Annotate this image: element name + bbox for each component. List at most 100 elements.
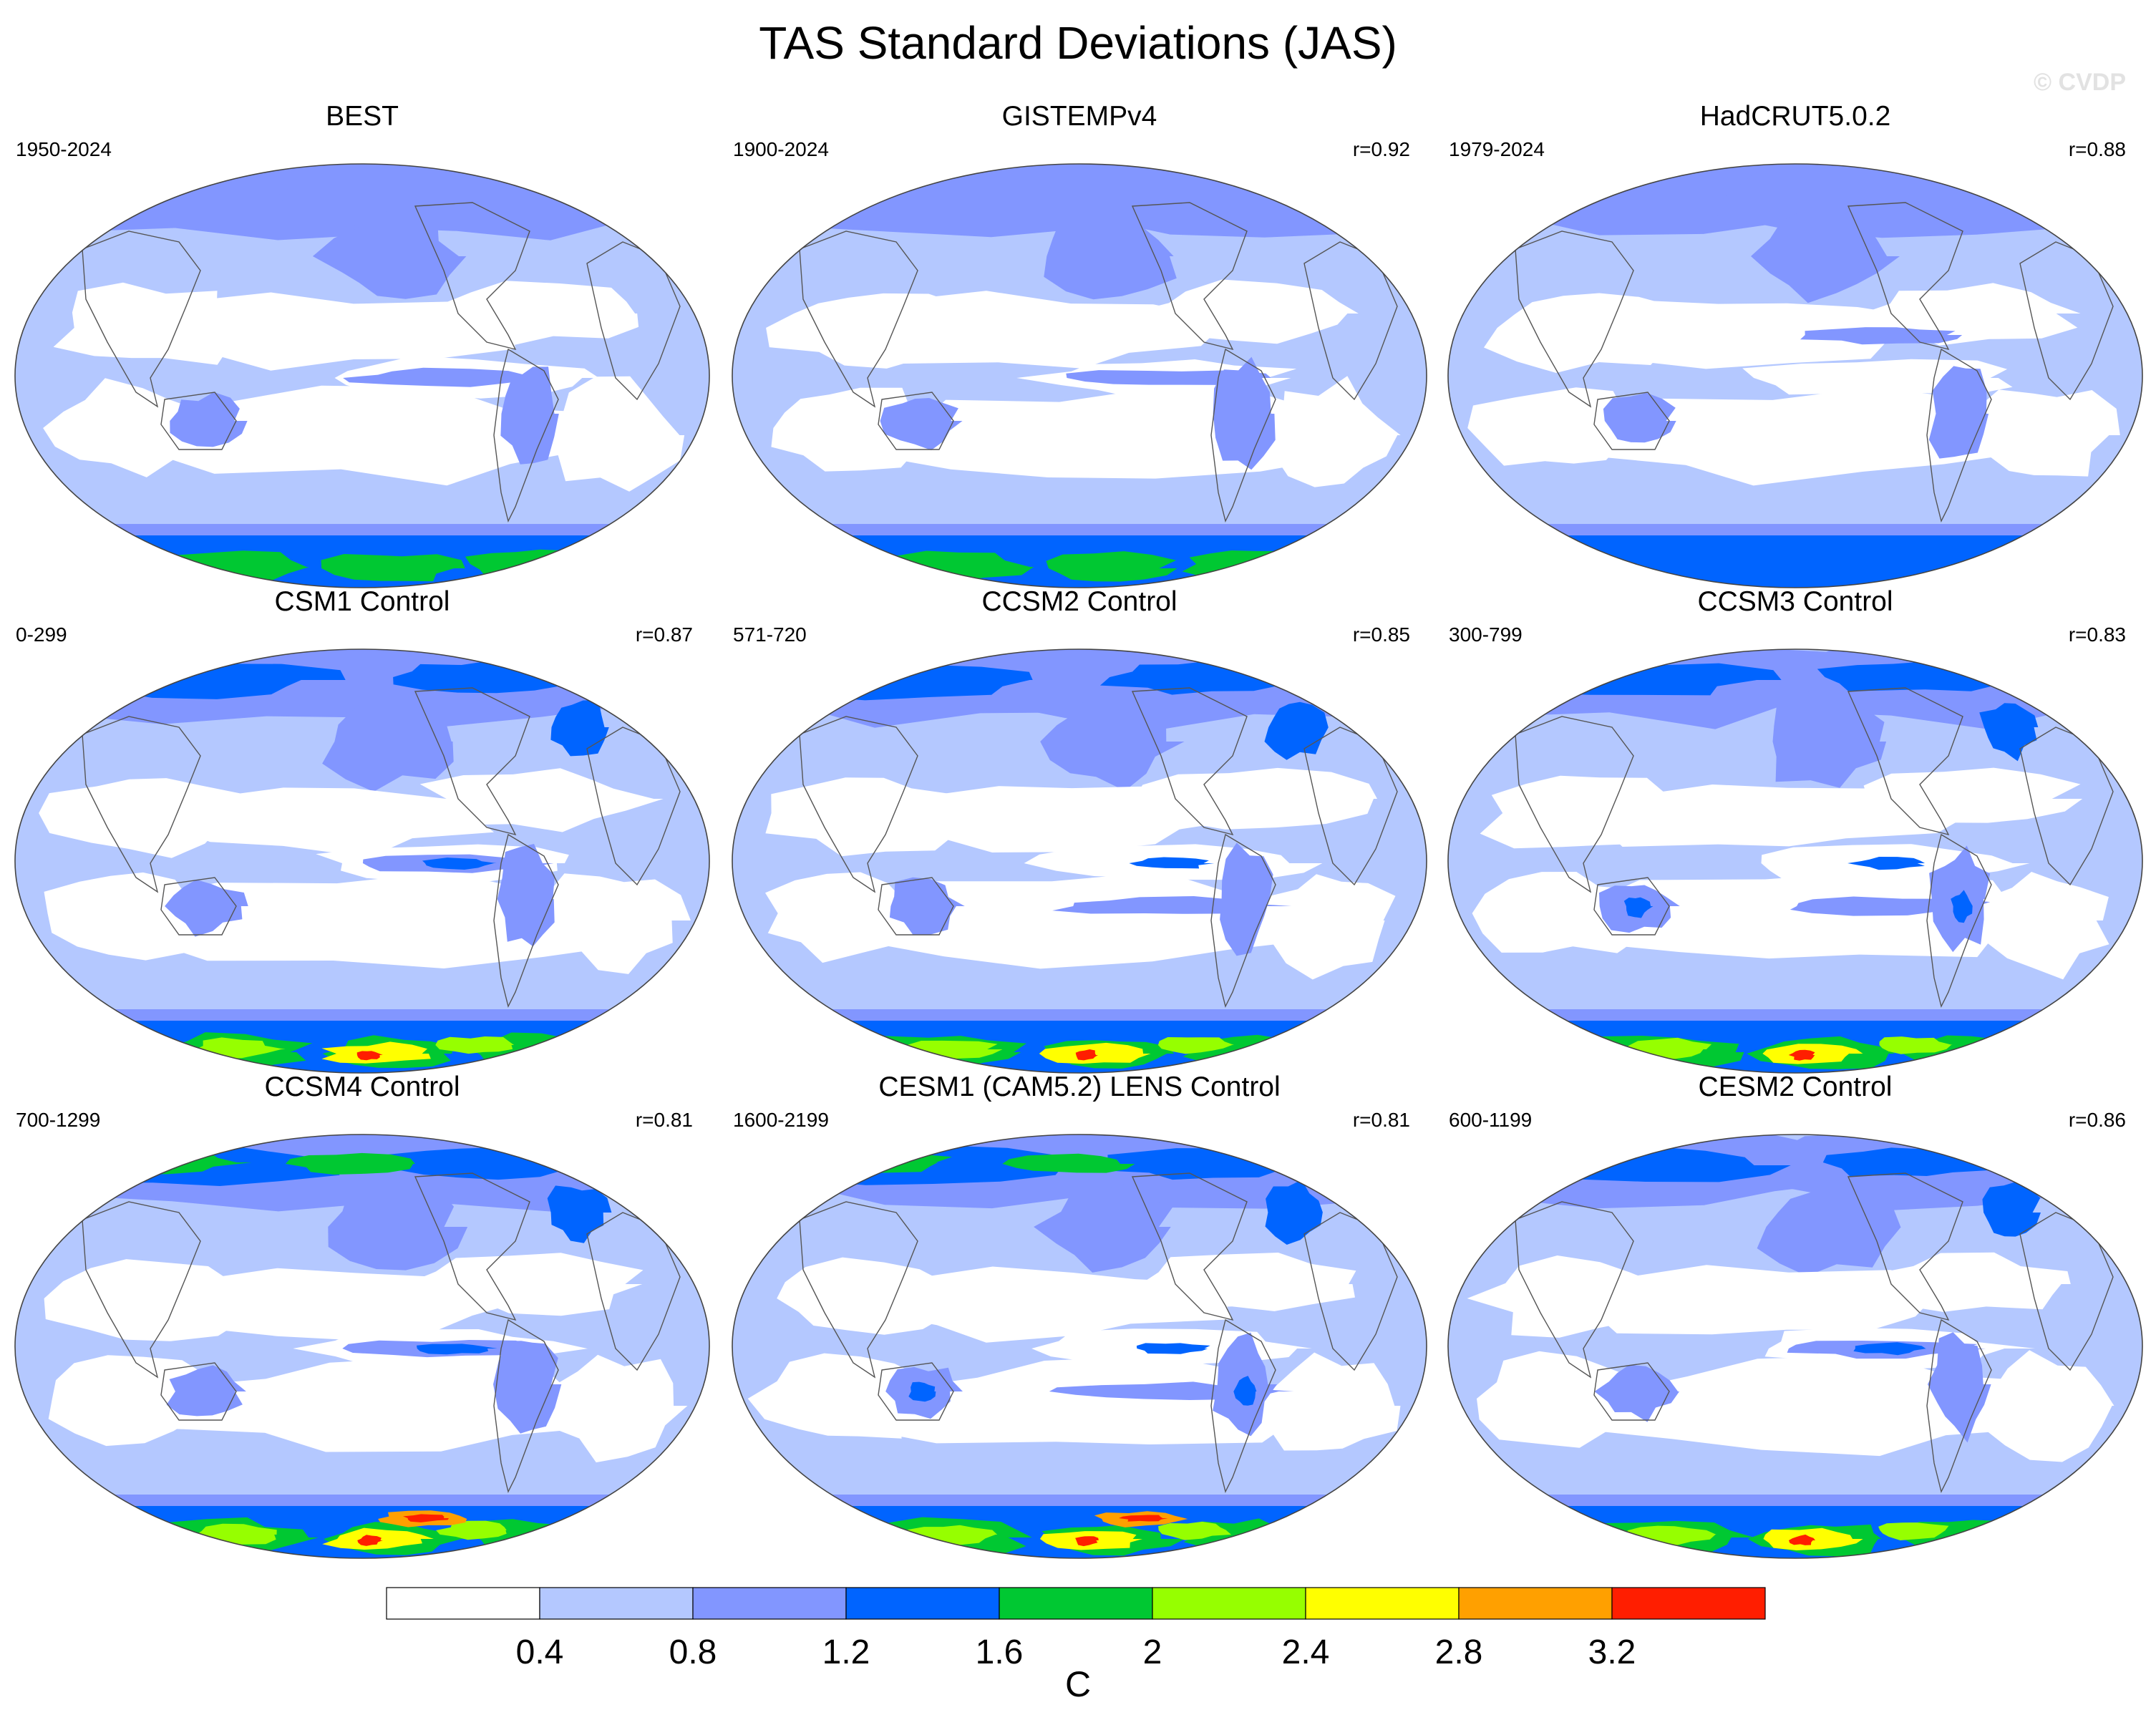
variance-contour	[44, 872, 211, 961]
coastline	[493, 348, 559, 523]
colorbar-swatch	[1458, 1587, 1613, 1620]
panel-correlation: r=0.85	[1352, 623, 1410, 646]
variance-contour	[312, 210, 467, 299]
robinson-map	[1447, 163, 2143, 588]
robinson-map	[14, 648, 710, 1074]
coastline	[1847, 1172, 1963, 1321]
coastline	[1515, 1201, 1634, 1379]
colorbar-swatch	[1152, 1587, 1306, 1620]
colorbar-tick-label: 0.4	[516, 1633, 564, 1671]
coastline	[414, 1172, 530, 1321]
coastline	[414, 202, 530, 351]
variance-contour	[493, 1341, 562, 1434]
variance-contour	[765, 777, 964, 857]
map-panel: CCSM3 Control 300-799 r=0.83	[1436, 586, 2155, 1074]
variance-contour	[1800, 327, 1963, 345]
panel-correlation: r=0.92	[1352, 138, 1410, 160]
variance-contour	[1119, 1515, 1168, 1522]
panel-correlation: r=0.86	[2068, 1109, 2126, 1131]
variance-contour	[1976, 389, 2120, 477]
colorbar-swatch	[539, 1587, 694, 1620]
coastline	[1593, 1362, 1670, 1421]
variance-contour	[1982, 1181, 2041, 1237]
coastline	[586, 241, 681, 401]
variance-contour	[880, 398, 963, 450]
panel-period: 1900-2024	[733, 138, 829, 160]
variance-contour	[908, 1381, 936, 1402]
variance-contour	[403, 1514, 449, 1522]
variance-contour	[356, 1051, 383, 1061]
variance-contour	[550, 376, 685, 492]
variance-contour	[1264, 701, 1329, 760]
variance-contour	[1253, 874, 1396, 980]
coastline	[82, 716, 201, 893]
colorbar-swatch	[1611, 1587, 1766, 1620]
variance-contour	[497, 844, 555, 947]
panel-title: BEST	[326, 101, 399, 132]
panel-period: 571-720	[733, 623, 807, 646]
variance-contour	[550, 700, 609, 757]
variance-contour	[1751, 205, 1900, 303]
coastline	[1303, 1212, 1398, 1371]
coastline	[414, 687, 530, 836]
coastline	[1210, 348, 1276, 523]
variance-contour	[500, 366, 559, 465]
coastline	[160, 877, 237, 936]
variance-contour	[1046, 551, 1177, 582]
variance-contour	[1213, 356, 1276, 470]
colorbar-tick-label: 0.8	[669, 1633, 717, 1671]
variance-contour	[1034, 1184, 1174, 1273]
variance-contour	[417, 1344, 497, 1355]
variance-contour	[44, 1259, 246, 1341]
variance-contour	[747, 662, 1033, 701]
variance-contour	[1788, 1049, 1815, 1061]
variance-contour	[328, 1178, 468, 1271]
robinson-map	[14, 1134, 710, 1559]
panel-correlation: r=0.83	[2068, 623, 2126, 646]
coastline	[493, 833, 559, 1009]
variance-contour	[53, 282, 248, 365]
variance-contour	[405, 1253, 644, 1316]
coastline	[799, 1201, 918, 1379]
panel-title: GISTEMPv4	[1001, 101, 1157, 132]
coastline	[1847, 687, 1963, 836]
coastline	[1926, 1318, 1992, 1494]
colorbar-tick-label: 1.6	[976, 1633, 1024, 1671]
robinson-map	[732, 1134, 1427, 1559]
variance-contour	[862, 871, 1338, 969]
panel-period: 700-1299	[16, 1109, 101, 1131]
coastline	[586, 727, 681, 886]
variance-contour	[1233, 1376, 1257, 1406]
figure-title: TAS Standard Deviations (JAS)	[759, 17, 1397, 69]
variance-contour	[546, 873, 691, 974]
variance-contour	[1127, 279, 1359, 344]
coastline	[1131, 687, 1248, 836]
map-panel: CSM1 Control 0-299 r=0.87	[3, 586, 722, 1074]
coastline	[1515, 716, 1634, 893]
variance-contour	[1878, 1522, 1949, 1540]
variance-contour	[170, 392, 248, 447]
panel-period: 300-799	[1449, 623, 1523, 646]
variance-contour	[322, 692, 454, 792]
coastline	[799, 230, 918, 408]
variance-contour	[357, 1535, 383, 1546]
panel-correlation: r=0.81	[1352, 1109, 1410, 1131]
colorbar-swatch	[1305, 1587, 1460, 1620]
map-panel: CCSM2 Control 571-720 r=0.85	[720, 586, 1439, 1074]
colorbar-tick-label: 3.2	[1588, 1633, 1636, 1671]
panel-period: 1950-2024	[16, 138, 112, 160]
variance-contour	[1874, 1252, 2071, 1312]
variance-contour	[1467, 1255, 1683, 1338]
variance-contour	[1928, 1332, 1991, 1443]
variance-contour	[321, 554, 465, 582]
coastline	[878, 877, 954, 936]
variance-contour	[1274, 376, 1401, 487]
panel-title: CCSM4 Control	[264, 1072, 460, 1102]
variance-contour	[48, 1355, 210, 1447]
robinson-map	[1447, 1134, 2143, 1559]
variance-contour	[140, 292, 516, 371]
antarctic-band	[1448, 535, 2142, 588]
map-border	[1447, 648, 2143, 1074]
variance-contour	[888, 291, 1217, 369]
coastline	[1131, 1172, 1248, 1321]
